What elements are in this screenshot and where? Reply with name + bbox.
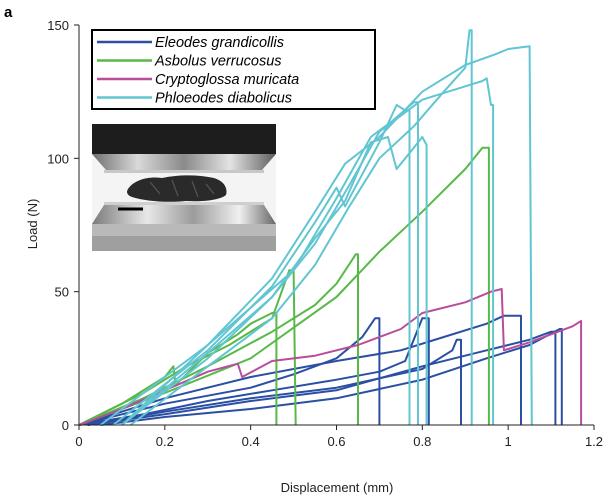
lower-platen-shade bbox=[92, 236, 276, 251]
beetle-texture bbox=[149, 179, 215, 198]
series-3-curve-4 bbox=[121, 77, 495, 426]
y-tick-label-0: 0 bbox=[62, 418, 69, 433]
series-0-curve-5 bbox=[100, 328, 563, 426]
x-tick-label-1: 0.2 bbox=[156, 434, 174, 449]
series-0-curve-3 bbox=[78, 314, 522, 426]
series-1-curve-3 bbox=[78, 146, 490, 426]
series-3-curve-0 bbox=[99, 101, 419, 426]
x-tick-label-4: 0.8 bbox=[413, 434, 431, 449]
series-3-curve-5 bbox=[121, 45, 533, 426]
inset-photo bbox=[92, 124, 276, 251]
series-2-curve-0 bbox=[78, 288, 583, 426]
series-3-curve-3 bbox=[129, 29, 473, 426]
series-0-curve-0 bbox=[78, 317, 381, 426]
x-tick-label-2: 0.4 bbox=[242, 434, 260, 449]
legend: Eleodes grandicollis Asbolus verrucosus Cr… bbox=[91, 29, 376, 110]
series-0-curve-2 bbox=[87, 338, 462, 426]
upper-platen-bevel bbox=[92, 154, 276, 170]
x-tick-label-0: 0 bbox=[75, 434, 82, 449]
curves-layer bbox=[78, 29, 583, 426]
y-tick-label-3: 150 bbox=[47, 18, 69, 33]
axes-layer: 0 0.2 0.4 0.6 0.8 1 1.2 0 50 100 150 bbox=[47, 18, 603, 449]
x-axis-title: Displacement (mm) bbox=[281, 480, 394, 495]
legend-label-3: Phloeodes diabolicus bbox=[155, 91, 292, 107]
y-axis-title: Load (N) bbox=[25, 199, 40, 250]
lower-platen-face bbox=[104, 202, 264, 205]
panel-label: a bbox=[4, 4, 13, 21]
upper-platen-face bbox=[104, 170, 264, 173]
x-tick-label-6: 1.2 bbox=[585, 434, 603, 449]
x-tick-label-5: 1 bbox=[505, 434, 512, 449]
y-tick-label-2: 100 bbox=[47, 151, 69, 166]
legend-label-0: Eleodes grandicollis bbox=[155, 35, 284, 51]
beetle-specimen bbox=[127, 175, 227, 202]
y-tick-label-1: 50 bbox=[55, 285, 69, 300]
legend-label-2: Cryptoglossa muricata bbox=[155, 72, 299, 88]
series-1-curve-1 bbox=[78, 269, 297, 426]
x-tick-label-3: 0.6 bbox=[327, 434, 345, 449]
upper-platen bbox=[92, 124, 276, 154]
series-1-curve-2 bbox=[78, 253, 359, 426]
legend-label-1: Asbolus verrucosus bbox=[154, 54, 282, 70]
